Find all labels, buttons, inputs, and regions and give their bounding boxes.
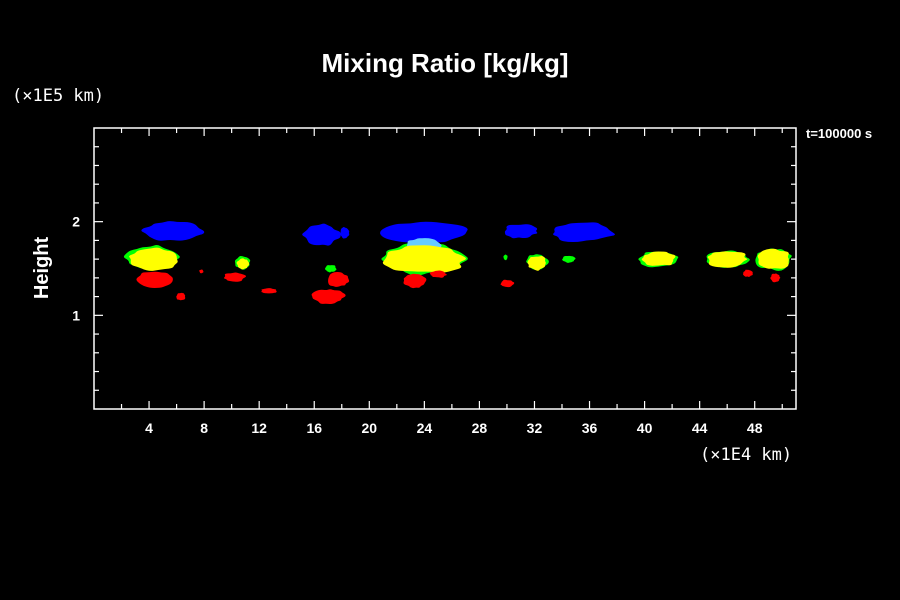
mixing-region-yellow <box>236 258 250 270</box>
y-tick-label: 2 <box>72 214 80 230</box>
mixing-region-green <box>562 255 576 263</box>
mixing-region-red <box>500 279 515 288</box>
x-tick-label: 40 <box>637 420 653 436</box>
mixing-region-red <box>403 273 427 289</box>
mixing-region-red <box>261 288 277 294</box>
mixing-region-blue <box>504 224 538 239</box>
mixing-region-yellow <box>757 248 789 269</box>
x-tick-label: 16 <box>306 420 322 436</box>
mixing-region-yellow <box>129 247 178 271</box>
mixing-region-blue <box>380 221 468 243</box>
mixing-region-blue <box>141 221 205 241</box>
mixing-region-red <box>770 273 781 283</box>
y-axis-label: Height <box>31 237 53 300</box>
mixing-region-red <box>328 271 350 287</box>
x-tick-label: 20 <box>362 420 378 436</box>
mixing-region-red <box>223 272 247 282</box>
y-unit-label: (×1E5 km) <box>12 86 104 106</box>
mixing-region-yellow <box>641 251 676 266</box>
x-tick-label: 12 <box>251 420 267 436</box>
mixing-region-red <box>176 292 186 301</box>
x-tick-label: 48 <box>747 420 763 436</box>
mixing-region-red <box>429 270 447 278</box>
mixing-region-blue <box>553 222 615 242</box>
x-tick-label: 36 <box>582 420 598 436</box>
x-tick-label: 24 <box>417 420 433 436</box>
mixing-region-red <box>742 269 753 277</box>
mixing-region-yellow <box>707 251 748 268</box>
x-tick-label: 44 <box>692 420 708 436</box>
mixing-region-red <box>199 269 204 274</box>
x-tick-label: 8 <box>200 420 208 436</box>
mixing-region-blue <box>302 223 341 246</box>
plot-frame <box>93 127 797 410</box>
mixing-region-red <box>311 289 346 304</box>
x-tick-label: 28 <box>472 420 488 436</box>
chart-title: Mixing Ratio [kg/kg] <box>322 48 569 78</box>
mixing-region-green <box>503 254 508 261</box>
x-tick-label: 4 <box>145 420 153 436</box>
mixing-region-yellow <box>382 245 466 273</box>
mixing-region-yellow <box>527 256 546 271</box>
plot-area <box>123 221 792 304</box>
time-label: t=100000 s <box>806 126 872 141</box>
x-tick-label: 32 <box>527 420 543 436</box>
mixing-region-blue <box>340 227 350 239</box>
mixing-region-red <box>136 271 173 288</box>
mixing-region-green <box>325 265 337 273</box>
y-tick-label: 1 <box>72 307 80 323</box>
x-unit-label: (×1E4 km) <box>700 445 792 465</box>
